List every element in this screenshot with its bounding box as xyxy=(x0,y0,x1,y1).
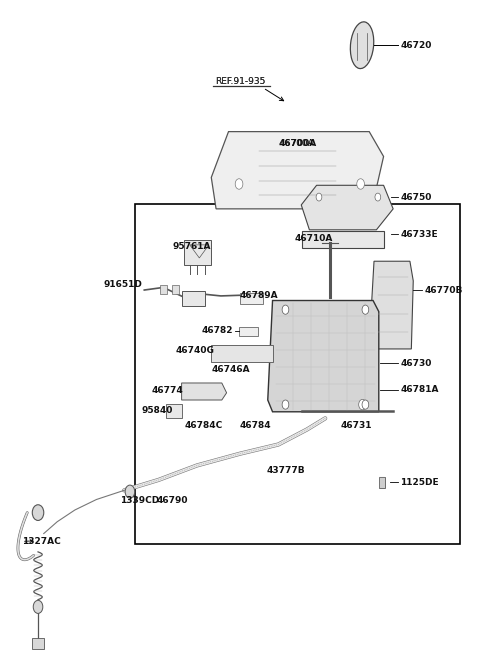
Text: 46789A: 46789A xyxy=(240,291,278,300)
Bar xyxy=(166,404,182,419)
Text: 95840: 95840 xyxy=(142,406,173,415)
Text: 46750: 46750 xyxy=(400,193,432,201)
Text: 46790: 46790 xyxy=(156,497,188,505)
Polygon shape xyxy=(301,185,393,230)
Polygon shape xyxy=(370,261,413,349)
Text: 46784C: 46784C xyxy=(185,421,223,430)
Bar xyxy=(239,327,258,336)
Circle shape xyxy=(362,400,369,409)
Polygon shape xyxy=(211,345,273,362)
Text: 1339CD: 1339CD xyxy=(120,497,159,505)
Circle shape xyxy=(235,178,243,189)
Text: 91651D: 91651D xyxy=(103,279,142,289)
Text: REF.91-935: REF.91-935 xyxy=(215,77,265,87)
Text: 46700A: 46700A xyxy=(278,139,316,148)
Circle shape xyxy=(32,504,44,520)
Circle shape xyxy=(125,485,135,498)
Text: 46733E: 46733E xyxy=(400,230,438,239)
Circle shape xyxy=(357,178,364,189)
Text: REF.91-935: REF.91-935 xyxy=(215,77,265,87)
Circle shape xyxy=(282,400,289,409)
Circle shape xyxy=(362,305,369,314)
Text: 95761A: 95761A xyxy=(173,242,212,251)
Bar xyxy=(135,203,460,544)
Bar xyxy=(32,638,44,649)
Circle shape xyxy=(316,193,322,201)
Text: 46720: 46720 xyxy=(400,41,432,50)
Bar xyxy=(379,478,385,487)
Circle shape xyxy=(282,305,289,314)
Text: 46770B: 46770B xyxy=(424,285,463,295)
Text: 1125DE: 1125DE xyxy=(400,478,439,487)
Text: 43777B: 43777B xyxy=(266,466,305,474)
Polygon shape xyxy=(302,231,384,248)
Text: 46731: 46731 xyxy=(340,421,372,430)
Ellipse shape xyxy=(350,22,374,69)
Text: 46782: 46782 xyxy=(202,326,233,335)
Text: 46730: 46730 xyxy=(400,359,432,368)
Circle shape xyxy=(375,193,381,201)
Polygon shape xyxy=(211,132,384,209)
Text: 46774: 46774 xyxy=(152,386,183,396)
Text: 46746A: 46746A xyxy=(211,365,250,375)
Bar xyxy=(183,239,211,264)
Polygon shape xyxy=(181,383,227,400)
Text: 1327AC: 1327AC xyxy=(22,537,61,546)
Bar xyxy=(159,285,167,294)
Bar xyxy=(171,285,179,294)
Circle shape xyxy=(359,400,366,410)
Text: 46740G: 46740G xyxy=(175,346,214,355)
Text: 46700A: 46700A xyxy=(280,139,315,148)
Circle shape xyxy=(33,600,43,613)
Text: 46710A: 46710A xyxy=(295,234,334,243)
Polygon shape xyxy=(268,300,379,412)
Text: 46781A: 46781A xyxy=(400,385,439,394)
Bar xyxy=(181,291,204,306)
Bar xyxy=(240,293,263,304)
Text: 46784: 46784 xyxy=(240,421,272,430)
